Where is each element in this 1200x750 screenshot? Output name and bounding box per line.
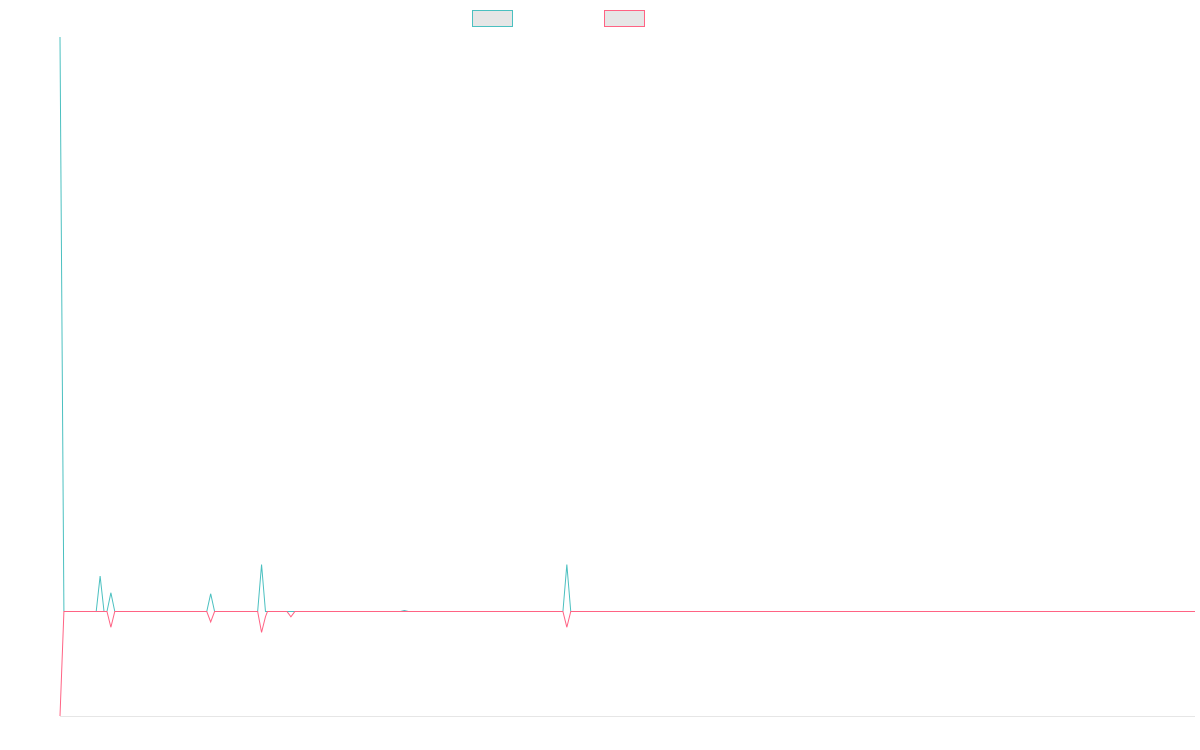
legend-swatch-2[interactable] <box>604 10 645 27</box>
series-line-2 <box>59 611 1195 717</box>
legend-swatch-1[interactable] <box>472 10 513 27</box>
series-layer <box>59 36 1195 717</box>
legend <box>472 10 645 27</box>
series-line-1 <box>59 36 1195 613</box>
